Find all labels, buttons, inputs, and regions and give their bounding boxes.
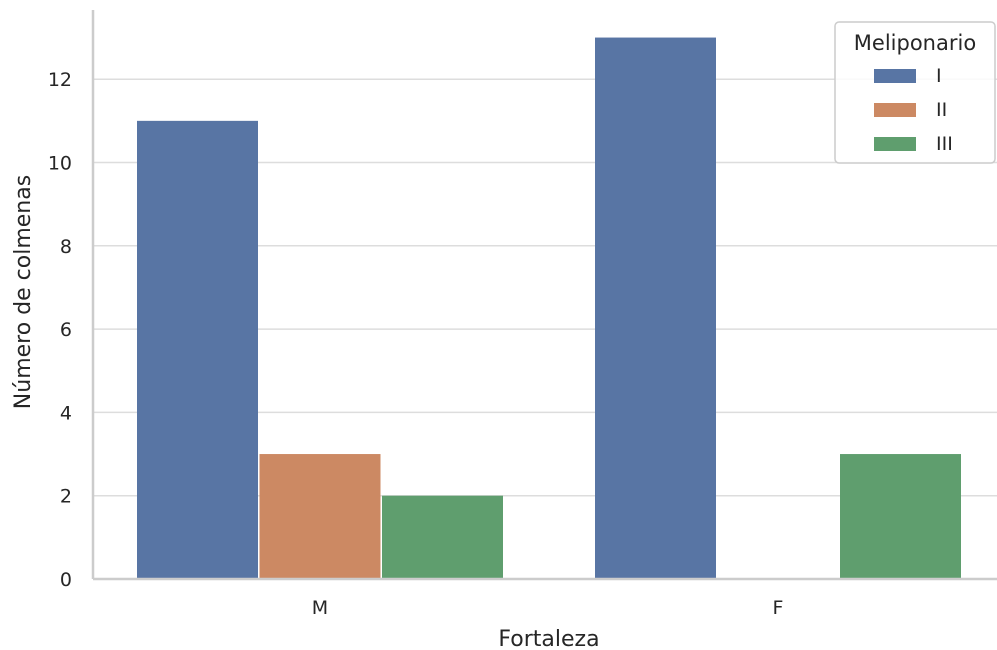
bar-I-M [137,120,258,579]
legend-frame [834,21,996,164]
legend-swatch-II [874,103,916,117]
x-tick-label: F [773,597,784,619]
y-tick-label: 8 [60,236,72,258]
x-tick-label: M [312,597,328,619]
legend-swatch-I [874,69,916,83]
y-tick-label: 6 [60,319,72,341]
legend-title: Meliponario [854,31,976,55]
bar-I-F [595,37,716,580]
legend-swatch-III [874,137,916,151]
y-axis-title: Número de colmenas [11,175,36,409]
y-tick-label: 4 [60,402,72,424]
bar-III-F [840,454,961,579]
bar-III-M [382,495,503,579]
y-tick-label: 0 [60,569,72,591]
axes [91,10,997,581]
legend-label-I: I [936,65,942,87]
y-tick-label: 10 [48,153,72,175]
y-tick-label: 12 [48,69,72,91]
y-tick-labels: 0 2 4 6 8 10 12 [48,69,72,591]
x-axis-title: Fortaleza [498,627,599,650]
legend-label-II: II [936,99,947,121]
bars [137,37,961,580]
legend-label-III: III [936,133,953,155]
bar-II-M [259,454,381,579]
y-tick-label: 2 [60,486,72,508]
